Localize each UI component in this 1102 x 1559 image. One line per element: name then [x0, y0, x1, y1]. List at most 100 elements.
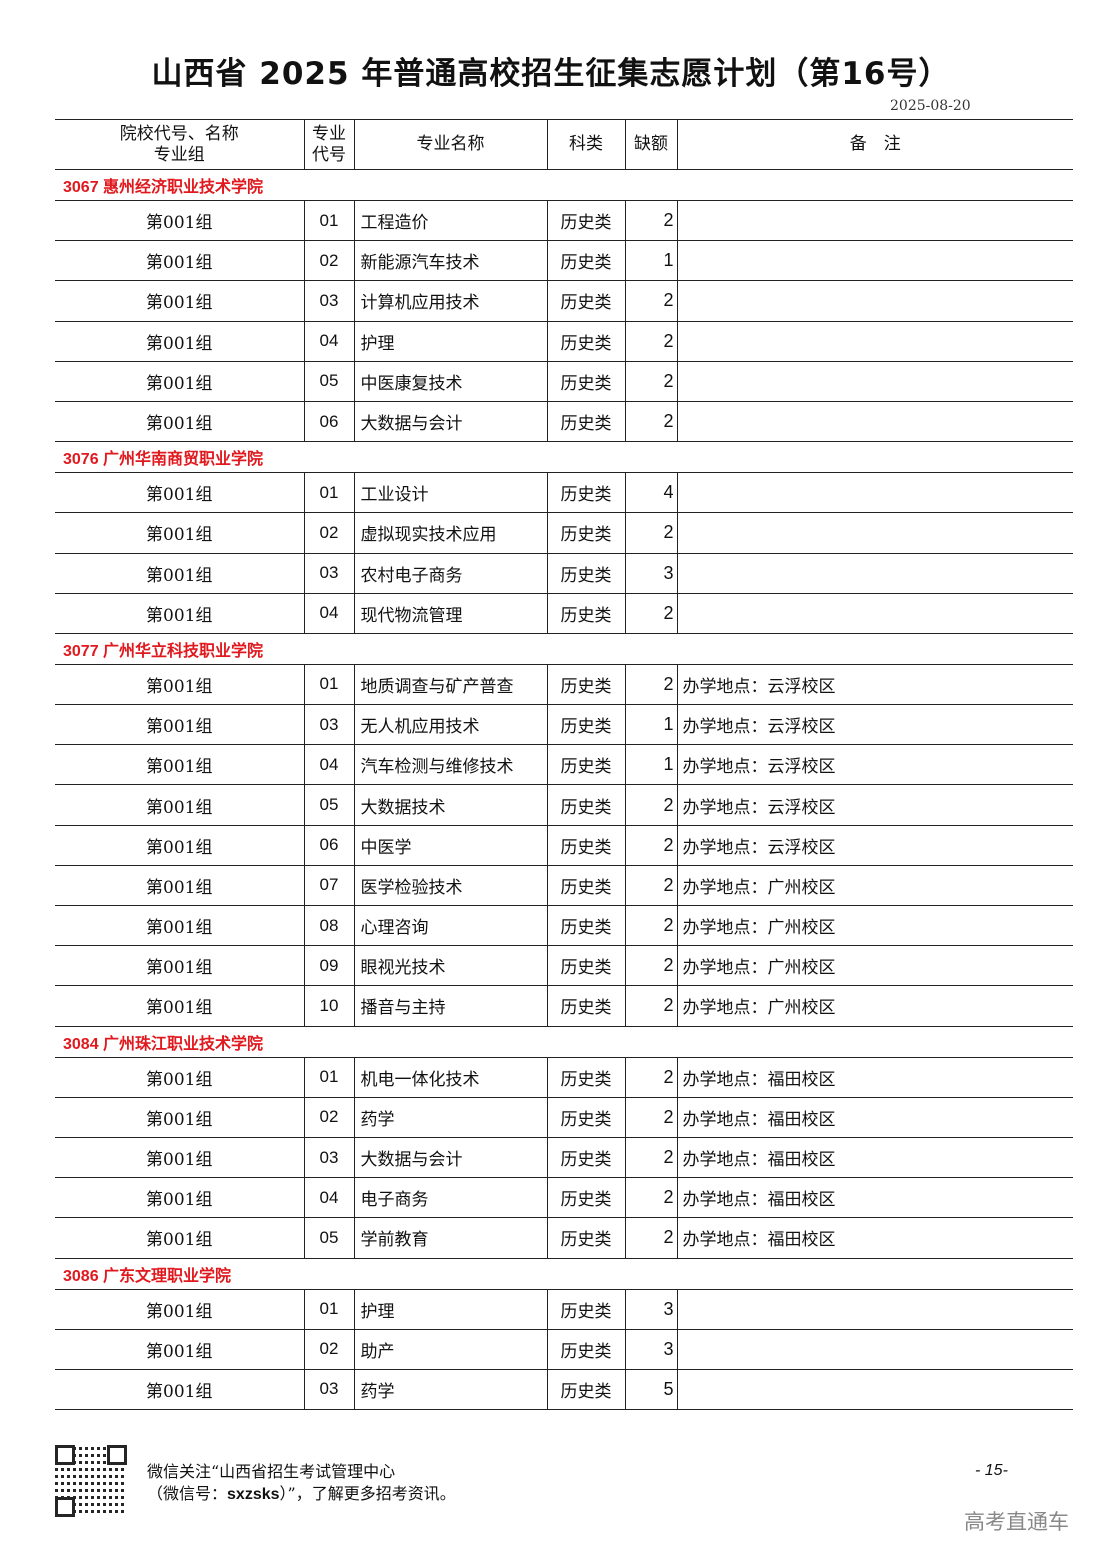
category-cell: 历史类 [546, 1217, 625, 1259]
note-cell [676, 1369, 1073, 1411]
header-category: 科类 [546, 119, 625, 170]
major-name-cell: 药学 [353, 1369, 547, 1411]
group-cell: 第001组 [55, 1369, 304, 1411]
qr-finder [55, 1445, 75, 1465]
note-cell: 办学地点：广州校区 [676, 945, 1073, 987]
category-cell: 历史类 [546, 784, 625, 826]
category-cell: 历史类 [546, 200, 625, 242]
quota-cell: 2 [624, 593, 677, 634]
quota-cell: 3 [624, 1289, 677, 1330]
footer-line2-post: ）”，了解更多招考资讯。 [279, 1484, 456, 1503]
major-code-cell: 03 [303, 280, 354, 322]
category-cell: 历史类 [546, 985, 625, 1027]
major-code-cell: 03 [303, 1369, 354, 1411]
major-name-cell: 汽车检测与维修技术 [353, 744, 547, 786]
major-code-cell: 09 [303, 945, 354, 987]
table-row: 第001组 03 农村电子商务 历史类 3 [55, 553, 1073, 594]
footer-line2-pre: （微信号： [147, 1484, 228, 1503]
note-cell [676, 321, 1073, 362]
table-row: 第001组 02 虚拟现实技术应用 历史类 2 [55, 512, 1073, 554]
category-cell: 历史类 [546, 512, 625, 554]
note-cell: 办学地点：福田校区 [676, 1177, 1073, 1219]
group-cell: 第001组 [55, 985, 304, 1027]
major-code-cell: 01 [303, 664, 354, 706]
major-code-cell: 04 [303, 744, 354, 786]
school-row: 3076 广州华南商贸职业学院 [55, 441, 1073, 474]
major-name-cell: 无人机应用技术 [353, 704, 547, 746]
major-name-cell: 地质调查与矿产普查 [353, 664, 547, 706]
header-note: 备 注 [676, 119, 1073, 170]
major-name-cell: 大数据与会计 [353, 401, 547, 443]
note-cell: 办学地点：云浮校区 [676, 744, 1073, 786]
qr-finder [107, 1445, 127, 1465]
table-row: 第001组 01 地质调查与矿产普查 历史类 2 办学地点：云浮校区 [55, 664, 1073, 706]
header-school: 院校代号、名称 [119, 123, 239, 144]
major-name-cell: 中医学 [353, 825, 547, 866]
major-code-cell: 02 [303, 1329, 354, 1370]
group-cell: 第001组 [55, 1137, 304, 1179]
group-cell: 第001组 [55, 321, 304, 362]
group-cell: 第001组 [55, 200, 304, 242]
quota-cell: 4 [624, 472, 677, 514]
category-cell: 历史类 [546, 593, 625, 634]
category-cell: 历史类 [546, 472, 625, 514]
group-cell: 第001组 [55, 664, 304, 706]
quota-cell: 2 [624, 905, 677, 947]
group-cell: 第001组 [55, 1289, 304, 1330]
category-cell: 历史类 [546, 1057, 625, 1098]
major-name-cell: 护理 [353, 1289, 547, 1330]
quota-cell: 3 [624, 553, 677, 594]
quota-cell: 2 [624, 1057, 677, 1098]
table-body: 3067 惠州经济职业技术学院 第001组 01 工程造价 历史类 2 第001组 02 新能源… [55, 169, 1073, 1411]
major-code-cell: 04 [303, 321, 354, 362]
major-code-cell: 05 [303, 1217, 354, 1259]
quota-cell: 2 [624, 200, 677, 242]
watermark: 高考直通车 [964, 1510, 1069, 1534]
note-cell [676, 1329, 1073, 1370]
major-name-cell: 大数据技术 [353, 784, 547, 826]
quota-cell: 2 [624, 865, 677, 907]
quota-cell: 3 [624, 1329, 677, 1370]
footer-note: 微信关注“山西省招生考试管理中心 （微信号：sxzsks）”，了解更多招考资讯。 [147, 1461, 456, 1506]
major-name-cell: 现代物流管理 [353, 593, 547, 634]
group-cell: 第001组 [55, 361, 304, 402]
quota-cell: 2 [624, 664, 677, 706]
group-cell: 第001组 [55, 280, 304, 322]
major-name-cell: 计算机应用技术 [353, 280, 547, 322]
major-name-cell: 心理咨询 [353, 905, 547, 947]
quota-cell: 2 [624, 1137, 677, 1179]
school-title: 3077 广州华立科技职业学院 [55, 633, 1073, 665]
note-cell: 办学地点：云浮校区 [676, 664, 1073, 706]
major-code-cell: 04 [303, 1177, 354, 1219]
major-name-cell: 农村电子商务 [353, 553, 547, 594]
header-school-group: 院校代号、名称 专业组 [55, 119, 304, 170]
table-row: 第001组 05 学前教育 历史类 2 办学地点：福田校区 [55, 1217, 1073, 1259]
major-name-cell: 播音与主持 [353, 985, 547, 1027]
table-row: 第001组 02 药学 历史类 2 办学地点：福田校区 [55, 1097, 1073, 1138]
group-cell: 第001组 [55, 1057, 304, 1098]
note-cell [676, 472, 1073, 514]
group-cell: 第001组 [55, 784, 304, 826]
quota-cell: 1 [624, 704, 677, 746]
category-cell: 历史类 [546, 1137, 625, 1179]
table-row: 第001组 05 大数据技术 历史类 2 办学地点：云浮校区 [55, 784, 1073, 826]
group-cell: 第001组 [55, 512, 304, 554]
major-name-cell: 大数据与会计 [353, 1137, 547, 1179]
school-row: 3067 惠州经济职业技术学院 [55, 169, 1073, 201]
table-row: 第001组 04 电子商务 历史类 2 办学地点：福田校区 [55, 1177, 1073, 1219]
group-cell: 第001组 [55, 1217, 304, 1259]
category-cell: 历史类 [546, 704, 625, 746]
school-title: 3076 广州华南商贸职业学院 [55, 441, 1073, 474]
major-code-cell: 01 [303, 1057, 354, 1098]
table-row: 第001组 01 护理 历史类 3 [55, 1289, 1073, 1330]
category-cell: 历史类 [546, 1329, 625, 1370]
group-cell: 第001组 [55, 825, 304, 866]
document-date: 2025-08-20 [890, 98, 971, 114]
header-code-line2: 代号 [312, 144, 346, 165]
major-code-cell: 01 [303, 472, 354, 514]
major-name-cell: 药学 [353, 1097, 547, 1138]
quota-cell: 5 [624, 1369, 677, 1411]
quota-cell: 2 [624, 1217, 677, 1259]
category-cell: 历史类 [546, 825, 625, 866]
table-row: 第001组 01 机电一体化技术 历史类 2 办学地点：福田校区 [55, 1057, 1073, 1098]
